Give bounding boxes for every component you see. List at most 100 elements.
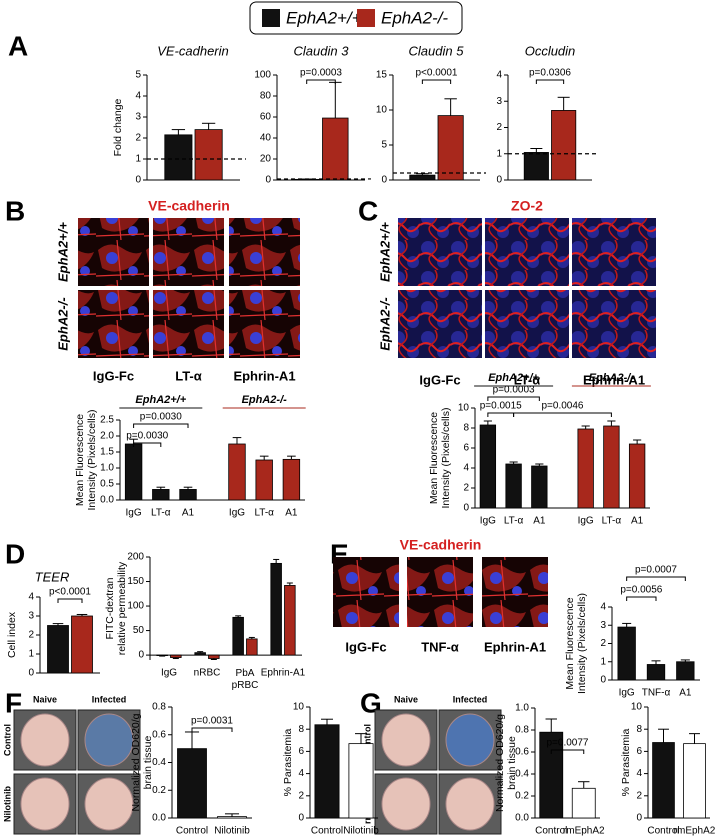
x-tick-label: Control bbox=[647, 826, 679, 837]
legend-label: EphA2+/+ bbox=[286, 8, 362, 27]
y-tick-label: 1 bbox=[28, 649, 34, 660]
y-tick-label: 5 bbox=[135, 70, 141, 81]
y-tick-label: 3 bbox=[600, 620, 606, 631]
chart-title: TEER bbox=[35, 569, 70, 584]
y-axis-title: Normalized OD620/gbrain tissue bbox=[130, 713, 154, 811]
image-column-label: Ephrin-A1 bbox=[233, 368, 295, 383]
image-title: VE-cadherin bbox=[400, 537, 482, 553]
x-tick-label: IgG bbox=[126, 508, 142, 519]
bar bbox=[284, 585, 296, 656]
significance-bracket bbox=[535, 79, 565, 84]
brain bbox=[445, 713, 495, 767]
bar bbox=[683, 743, 706, 819]
micrograph bbox=[485, 218, 569, 286]
micrograph bbox=[229, 290, 300, 358]
x-tick-label: A1 bbox=[679, 688, 692, 699]
y-axis-title-line: Fold change bbox=[112, 98, 124, 156]
y-axis-title-line: relative permeability bbox=[116, 561, 128, 655]
bar bbox=[246, 638, 258, 656]
significance-bracket bbox=[487, 412, 515, 417]
y-tick-label: 0.6 bbox=[152, 729, 166, 740]
bar bbox=[523, 152, 549, 181]
y-axis-title-line: Intensity (Pixels/cells) bbox=[86, 410, 98, 511]
micrograph bbox=[78, 290, 149, 358]
image-column-label: Naive bbox=[394, 694, 418, 704]
bar bbox=[437, 115, 464, 181]
y-tick-label: 2 bbox=[496, 122, 502, 133]
image-column-label: IgG-Fc bbox=[419, 372, 460, 387]
bar bbox=[531, 465, 548, 509]
significance-bracket bbox=[626, 596, 657, 601]
p-value: p=0.0306 bbox=[529, 68, 571, 79]
x-tick-label: Ephrin-A1 bbox=[261, 668, 306, 679]
y-axis-title: Mean FluorescenceIntensity (Pixels/cells… bbox=[428, 408, 452, 509]
y-tick-label: 2 bbox=[298, 790, 304, 801]
y-tick-label: 4 bbox=[135, 91, 141, 102]
panel-letter: D bbox=[5, 538, 25, 569]
y-tick-label: 2.0 bbox=[100, 431, 114, 442]
y-tick-label: 0.0 bbox=[152, 813, 166, 824]
y-tick-label: 4 bbox=[600, 602, 606, 613]
significance-bracket bbox=[133, 442, 162, 447]
bar bbox=[156, 654, 168, 656]
bar bbox=[652, 742, 675, 819]
brain bbox=[381, 777, 431, 831]
brain bbox=[445, 777, 495, 831]
y-tick-label: 0 bbox=[298, 813, 304, 824]
panel-letter: B bbox=[5, 195, 25, 226]
y-axis-title-line: Mean Fluorescence bbox=[428, 412, 440, 504]
y-tick-label: 5 bbox=[381, 140, 387, 151]
significance-bracket bbox=[191, 727, 233, 732]
image-title: ZO-2 bbox=[511, 198, 543, 214]
bar bbox=[47, 625, 69, 674]
significance-bracket bbox=[550, 749, 585, 754]
image-column-label: IgG-Fc bbox=[345, 639, 386, 654]
y-tick-label: 60 bbox=[260, 112, 272, 123]
legend-swatch bbox=[357, 9, 375, 27]
image-row-label: EphA2-/- bbox=[377, 297, 392, 350]
y-tick-label: 0.2 bbox=[515, 791, 529, 802]
y-axis-title-line: Mean Fluorescence bbox=[564, 597, 576, 689]
p-value: p=0.0031 bbox=[191, 716, 233, 727]
bar bbox=[314, 724, 340, 819]
x-tick-label: rmEphA2 bbox=[563, 826, 605, 837]
y-axis-title-line: % Parasitemia bbox=[282, 729, 294, 797]
p-value: p<0.0001 bbox=[416, 68, 458, 79]
y-tick-label: 8 bbox=[298, 724, 304, 735]
x-tick-label: TNF-α bbox=[642, 688, 671, 699]
significance-bracket bbox=[487, 396, 540, 401]
y-tick-label: 0 bbox=[28, 668, 34, 679]
y-axis-title: % Parasitemia bbox=[620, 729, 632, 797]
micrograph bbox=[407, 557, 473, 627]
bar bbox=[71, 615, 93, 674]
micrograph bbox=[398, 290, 482, 358]
bar bbox=[551, 110, 577, 181]
y-axis-title: Fold change bbox=[112, 98, 124, 156]
y-tick-label: 0.2 bbox=[152, 785, 166, 796]
chart-title: Claudin 3 bbox=[294, 43, 350, 58]
bar bbox=[124, 443, 143, 501]
y-tick-label: 50 bbox=[133, 625, 145, 636]
y-tick-label: 1.0 bbox=[515, 703, 529, 714]
y-tick-label: 0 bbox=[496, 175, 502, 186]
x-tick-label: IgG bbox=[161, 668, 177, 679]
micrograph bbox=[78, 218, 149, 286]
image-column-label: LT-α bbox=[514, 372, 541, 387]
y-tick-label: 0 bbox=[381, 175, 387, 186]
x-tick-label: nRBC bbox=[194, 668, 221, 679]
y-axis-title-line: brain tissue bbox=[506, 736, 518, 790]
bar bbox=[282, 458, 301, 501]
y-tick-label: 4 bbox=[28, 592, 34, 603]
bar bbox=[603, 425, 620, 509]
y-tick-label: 3 bbox=[135, 112, 141, 123]
panel-letter: A bbox=[8, 30, 28, 61]
x-tick-label: IgG bbox=[619, 688, 635, 699]
p-value: p<0.0001 bbox=[49, 587, 91, 598]
image-column-label: Ephrin-A1 bbox=[583, 372, 645, 387]
y-axis-title: Normalized OD620/gbrain tissue bbox=[494, 714, 518, 812]
bar bbox=[479, 424, 497, 509]
y-tick-label: 1.5 bbox=[100, 447, 114, 458]
y-axis-title-line: FITC-dextran bbox=[104, 577, 116, 639]
bar bbox=[228, 443, 246, 501]
y-tick-label: 0.4 bbox=[515, 769, 529, 780]
